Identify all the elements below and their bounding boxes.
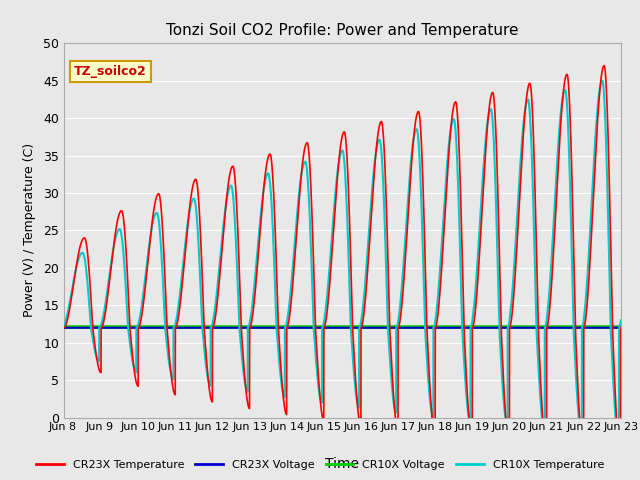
Title: Tonzi Soil CO2 Profile: Power and Temperature: Tonzi Soil CO2 Profile: Power and Temper…: [166, 23, 518, 38]
Y-axis label: Power (V) / Temperature (C): Power (V) / Temperature (C): [23, 144, 36, 317]
Text: TZ_soilco2: TZ_soilco2: [74, 65, 147, 78]
Legend: CR23X Temperature, CR23X Voltage, CR10X Voltage, CR10X Temperature: CR23X Temperature, CR23X Voltage, CR10X …: [31, 456, 609, 474]
X-axis label: Time: Time: [325, 457, 360, 471]
